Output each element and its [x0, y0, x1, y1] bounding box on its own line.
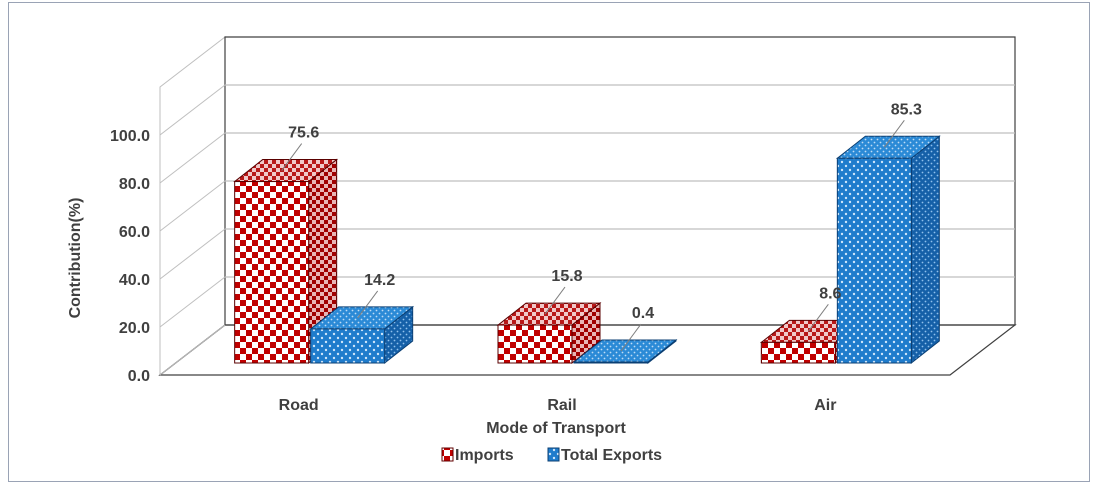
bar-air-total-exports — [835, 135, 941, 365]
bar-road-imports — [233, 158, 339, 365]
y-tick-label: 40.0 — [119, 272, 150, 289]
x-category-label: Rail — [547, 397, 576, 414]
y-tick-label: 20.0 — [119, 320, 150, 337]
legend-swatch-exports — [547, 447, 560, 462]
x-axis-title: Mode of Transport — [486, 420, 626, 437]
gridline-left-5 — [159, 84, 226, 136]
data-label: 15.8 — [551, 268, 582, 285]
data-label: 85.3 — [891, 101, 922, 118]
legend-swatch-imports — [441, 447, 454, 462]
data-labels: 75.6 14.2 15.8 0.4 8.6 85.3 — [281, 101, 922, 352]
gridline-left-1 — [159, 276, 226, 328]
y-tick-label: 80.0 — [119, 176, 150, 193]
gridline-left-0 — [159, 324, 226, 376]
y-tick-label: 0.0 — [128, 368, 150, 385]
bar-rail-imports — [496, 302, 602, 365]
bar-rail-total-exports — [572, 339, 678, 365]
y-tick-label: 100.0 — [110, 128, 150, 145]
legend-label-imports: Imports — [455, 447, 514, 464]
x-category-label: Air — [814, 397, 836, 414]
data-label: 75.6 — [288, 125, 319, 142]
y-axis-title: Contribution(%) — [67, 198, 84, 319]
legend: Imports Total Exports — [441, 447, 662, 464]
gridline-left-2 — [159, 228, 226, 280]
data-label-leader — [357, 290, 379, 319]
data-label-leader — [620, 323, 642, 352]
x-axis-categories: Road Rail Air — [279, 397, 837, 414]
data-label-leader — [544, 286, 566, 315]
data-label-leader — [281, 143, 303, 171]
legend-label-exports: Total Exports — [561, 447, 662, 464]
data-label: 0.4 — [632, 305, 654, 322]
x-category-label: Road — [279, 397, 319, 414]
y-axis-ticks: 0.0 20.0 40.0 60.0 80.0 100.0 — [110, 128, 150, 385]
data-label-leader — [807, 304, 829, 332]
gridline-left-3 — [159, 180, 226, 232]
y-tick-label: 60.0 — [119, 224, 150, 241]
data-label-leader — [883, 119, 905, 148]
bar-road-total-exports — [309, 305, 415, 365]
data-label: 8.6 — [819, 285, 841, 302]
gridline-left-4 — [159, 132, 226, 184]
bars — [233, 135, 941, 365]
data-label: 14.2 — [364, 272, 395, 289]
